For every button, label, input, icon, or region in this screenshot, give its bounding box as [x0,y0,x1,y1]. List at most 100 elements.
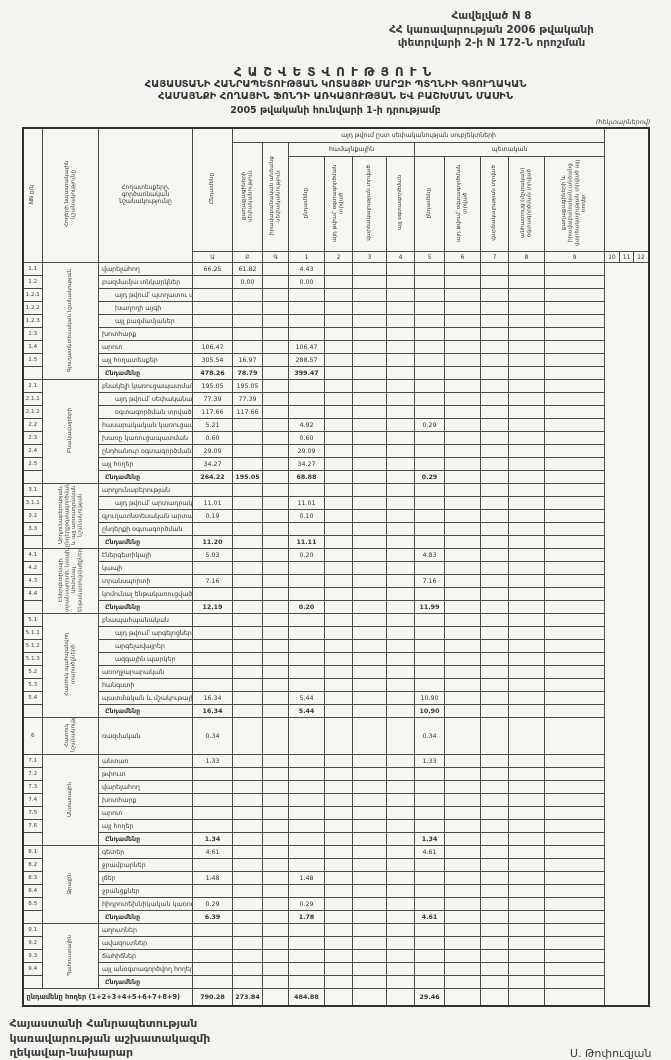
value-cell [480,327,509,342]
grand-total-value [444,988,481,1007]
value-cell: 195.05 [192,379,233,394]
value-cell [352,418,387,433]
row-number: 3.2 [22,509,43,524]
value-cell [192,275,233,290]
column-index-cell: Ա [192,251,233,264]
value-cell [480,496,509,511]
value-cell [288,652,325,667]
row-number: 5.4 [22,691,43,706]
value-cell [352,405,387,420]
value-cell [508,288,545,303]
value-cell [543,379,606,394]
column-index-cell: 6 [444,251,481,264]
table-row: 1.5 այլ հողատեսքեր 305.54 16.97 288.57 [22,353,649,368]
value-cell [508,470,545,485]
value-cell [444,819,481,834]
value-cell [444,561,481,576]
value-cell [262,522,289,537]
value-cell [232,587,263,602]
value-cell [262,678,289,693]
value-cell [352,819,387,834]
value-cell [262,457,289,472]
value-cell [288,678,325,693]
value-cell [543,314,606,329]
value-cell [414,962,445,977]
value-cell [414,496,445,511]
land-type-label: գյուղատնտեսական արտադրական [98,509,193,524]
value-cell [386,522,415,537]
row-number: 7.5 [22,806,43,821]
header-state-leased: վարձակալության տրված [480,155,509,253]
value-cell [324,405,353,420]
row-number: 1.2.2 [22,301,43,316]
header-citizens: քաղաքացիների սեփականություն [232,141,263,253]
value-cell [508,949,545,964]
value-cell [543,548,606,563]
value-cell [352,691,387,706]
value-cell [444,392,481,407]
value-cell [508,457,545,472]
value-cell [480,793,509,808]
section-purpose-label: Արդյունաբերության, ընդերքօգտագործման և ա… [42,483,99,550]
value-cell [232,858,263,873]
value-cell [324,936,353,951]
value-cell [262,366,289,381]
value-cell [192,665,233,680]
value-cell [192,858,233,873]
land-type-label: աղուտներ [98,923,193,938]
value-cell [262,871,289,886]
value-cell [508,340,545,355]
value-cell [262,418,289,433]
land-type-label: տրանսպորտի [98,574,193,589]
value-cell [324,665,353,680]
land-type-label: այլ բազմամյաներ [98,314,193,329]
value-cell [262,600,289,615]
value-cell [288,639,325,654]
land-type-label: առողջարարական [98,665,193,680]
value-cell [386,858,415,873]
value-cell [480,780,509,795]
value-cell [508,780,545,795]
value-cell [192,884,233,899]
value-cell [543,717,606,756]
header-state-other: քաղաքացիների և իրավաբանական անձանց վարձա… [543,155,606,253]
section-total-row: Ընդամենը 478.26 78.79 399.47 [22,366,649,381]
value-cell [414,639,445,654]
value-cell [232,923,263,938]
value-cell [352,366,387,381]
value-cell [543,923,606,938]
value-cell [386,613,415,628]
value-cell [262,275,289,290]
value-cell [414,806,445,821]
section-total-row: Ընդամենը [22,975,649,990]
value-cell [352,483,387,498]
value-cell [543,767,606,782]
land-type-label: այդ թվում՝ սեփականացված [98,392,193,407]
value-cell [414,858,445,873]
value-cell [352,897,387,912]
value-cell [444,496,481,511]
value-cell [543,288,606,303]
value-cell [386,665,415,680]
row-number [22,704,43,719]
title-line-1: ՀԱՅԱՍՏԱՆԻ ՀԱՆՐԱՊԵՏՈՒԹՅԱՆ ԿՈՏԱՅՔԻ ՄԱՐԶԻ Պ… [144,78,527,90]
land-type-label: արոտ [98,340,193,355]
value-cell [232,832,263,847]
value-cell [192,767,233,782]
value-cell [386,314,415,329]
value-cell [232,340,263,355]
value-cell [480,626,509,641]
value-cell [262,845,289,860]
value-cell [324,379,353,394]
value-cell [414,613,445,628]
value-cell [480,509,509,524]
value-cell [386,561,415,576]
value-cell: 77.39 [192,392,233,407]
value-cell [543,574,606,589]
value-cell: 0.29 [192,897,233,912]
value-cell [324,806,353,821]
value-cell [444,910,481,925]
value-cell [324,314,353,329]
value-cell [543,806,606,821]
